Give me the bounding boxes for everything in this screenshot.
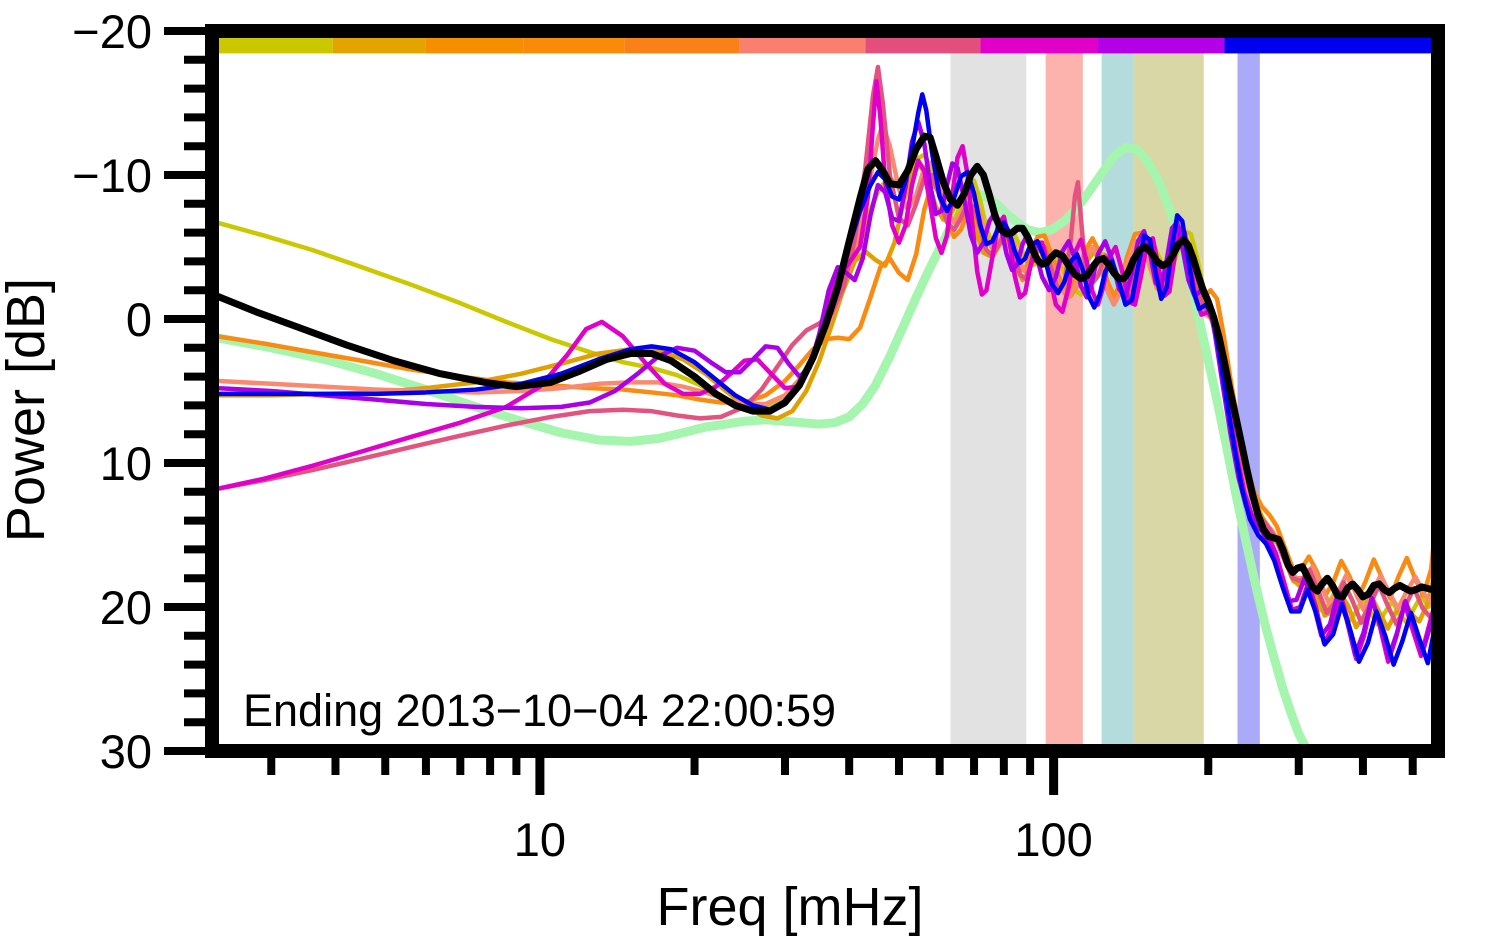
y-axis-label: Power [dB] [0,278,56,542]
curves-layer [212,64,1441,756]
band-gray [950,31,1027,751]
band-khaki [1133,31,1204,751]
ticks-layer [164,27,1417,795]
colorbar-segment-0 [212,37,333,54]
curve-mean [213,132,1441,601]
colorbar-segment-1 [332,37,426,54]
y-tick-label: 30 [100,725,152,778]
annotation-text: Ending 2013−10−04 22:00:59 [243,685,836,736]
band-periwinkle [1237,31,1260,751]
colorbar-segment-2 [425,37,524,54]
x-tick-label: 10 [514,813,566,866]
axes-frame [205,24,1445,758]
x-tick-label: 100 [1014,813,1092,866]
colorbar-segment-3 [523,37,625,54]
band-teal [1101,31,1134,751]
axes-frame-layer [205,24,1445,758]
colorbar-segment-5 [739,37,866,54]
colorbar-segment-7 [980,37,1098,54]
colorbar-segment-4 [624,37,740,54]
band-pink [1045,31,1083,751]
colorbar-segment-9 [1224,37,1438,54]
y-tick-label: 0 [126,293,152,346]
y-tick-label: −20 [72,5,152,58]
colorbar-layer [212,37,1438,54]
x-axis-label: Freq [mHz] [656,877,923,937]
colorbar-segment-6 [865,37,981,54]
y-tick-label: 20 [100,581,152,634]
y-tick-label: 10 [100,437,152,490]
y-tick-label: −10 [72,149,152,202]
colorbar-segment-8 [1097,37,1225,54]
